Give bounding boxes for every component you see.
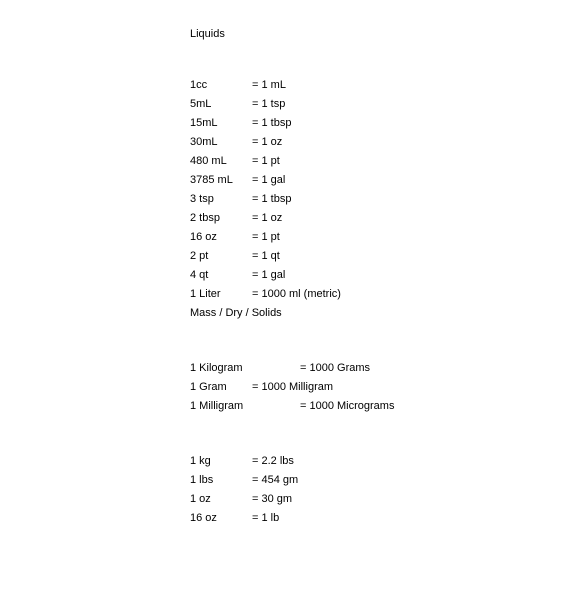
cell-left: 1 lbs [190,471,252,490]
cell-left: 2 pt [190,247,252,266]
table-row: 16 oz= 1 pt [190,228,585,247]
liquids-table: 1cc= 1 mL 5mL= 1 tsp 15mL= 1 tbsp 30mL= … [190,76,585,304]
table-row: 1 oz= 30 gm [190,490,585,509]
table-row: 1 Gram= 1000 Milligram [190,378,585,397]
cell-left: 1 Kilogram [190,359,300,378]
cell-right: = 1 mL [252,76,286,95]
table-row: 16 oz= 1 lb [190,509,585,528]
cell-right: = 1 tbsp [252,114,291,133]
table-row: 4 qt= 1 gal [190,266,585,285]
cell-right: = 1 gal [252,266,285,285]
cell-right: = 1 tbsp [252,190,291,209]
section-heading-mass: Mass / Dry / Solids [190,304,585,323]
table-row: 1cc= 1 mL [190,76,585,95]
cell-right: = 1 lb [252,509,279,528]
document-page: Liquids 1cc= 1 mL 5mL= 1 tsp 15mL= 1 tbs… [0,0,585,528]
table-row: 1 kg= 2.2 lbs [190,452,585,471]
cell-right: = 1 oz [252,209,282,228]
cell-left: 1 kg [190,452,252,471]
cell-left: 5mL [190,95,252,114]
table-row: 1 Kilogram= 1000 Grams [190,359,585,378]
table-row: 480 mL= 1 pt [190,152,585,171]
cell-left: 1 oz [190,490,252,509]
table-row: 2 tbsp= 1 oz [190,209,585,228]
table-row: 1 lbs= 454 gm [190,471,585,490]
cell-right: = 1 pt [252,152,280,171]
spacer [190,323,585,359]
table-row: 15mL= 1 tbsp [190,114,585,133]
cell-right: = 1000 Grams [300,359,370,378]
cell-left: 2 tbsp [190,209,252,228]
cell-right: = 454 gm [252,471,298,490]
spacer [190,416,585,452]
table-row: 3 tsp= 1 tbsp [190,190,585,209]
cell-left: 4 qt [190,266,252,285]
cell-left: 30mL [190,133,252,152]
cell-right: = 1 gal [252,171,285,190]
table-row: 2 pt= 1 qt [190,247,585,266]
cell-right: = 1000 ml (metric) [252,285,341,304]
cell-right: = 1 tsp [252,95,285,114]
mass-table-2: 1 kg= 2.2 lbs 1 lbs= 454 gm 1 oz= 30 gm … [190,452,585,528]
table-row: 1 Liter= 1000 ml (metric) [190,285,585,304]
cell-left: 1 Gram [190,378,252,397]
cell-left: 15mL [190,114,252,133]
table-row: 5mL= 1 tsp [190,95,585,114]
table-row: 1 Milligram= 1000 Micrograms [190,397,585,416]
cell-right: = 1 pt [252,228,280,247]
section-heading-liquids: Liquids [190,28,585,40]
cell-left: 16 oz [190,228,252,247]
cell-left: 3 tsp [190,190,252,209]
cell-right: = 1 oz [252,133,282,152]
cell-left: 16 oz [190,509,252,528]
cell-left: 3785 mL [190,171,252,190]
cell-right: = 1 qt [252,247,280,266]
cell-right: = 2.2 lbs [252,452,294,471]
cell-left: 480 mL [190,152,252,171]
cell-right: = 30 gm [252,490,292,509]
table-row: 30mL= 1 oz [190,133,585,152]
table-row: 3785 mL= 1 gal [190,171,585,190]
mass-table-1: 1 Kilogram= 1000 Grams 1 Gram= 1000 Mill… [190,359,585,416]
cell-left: 1 Milligram [190,397,300,416]
cell-right: = 1000 Micrograms [300,397,394,416]
cell-right: = 1000 Milligram [252,378,333,397]
cell-left: 1 Liter [190,285,252,304]
cell-left: 1cc [190,76,252,95]
